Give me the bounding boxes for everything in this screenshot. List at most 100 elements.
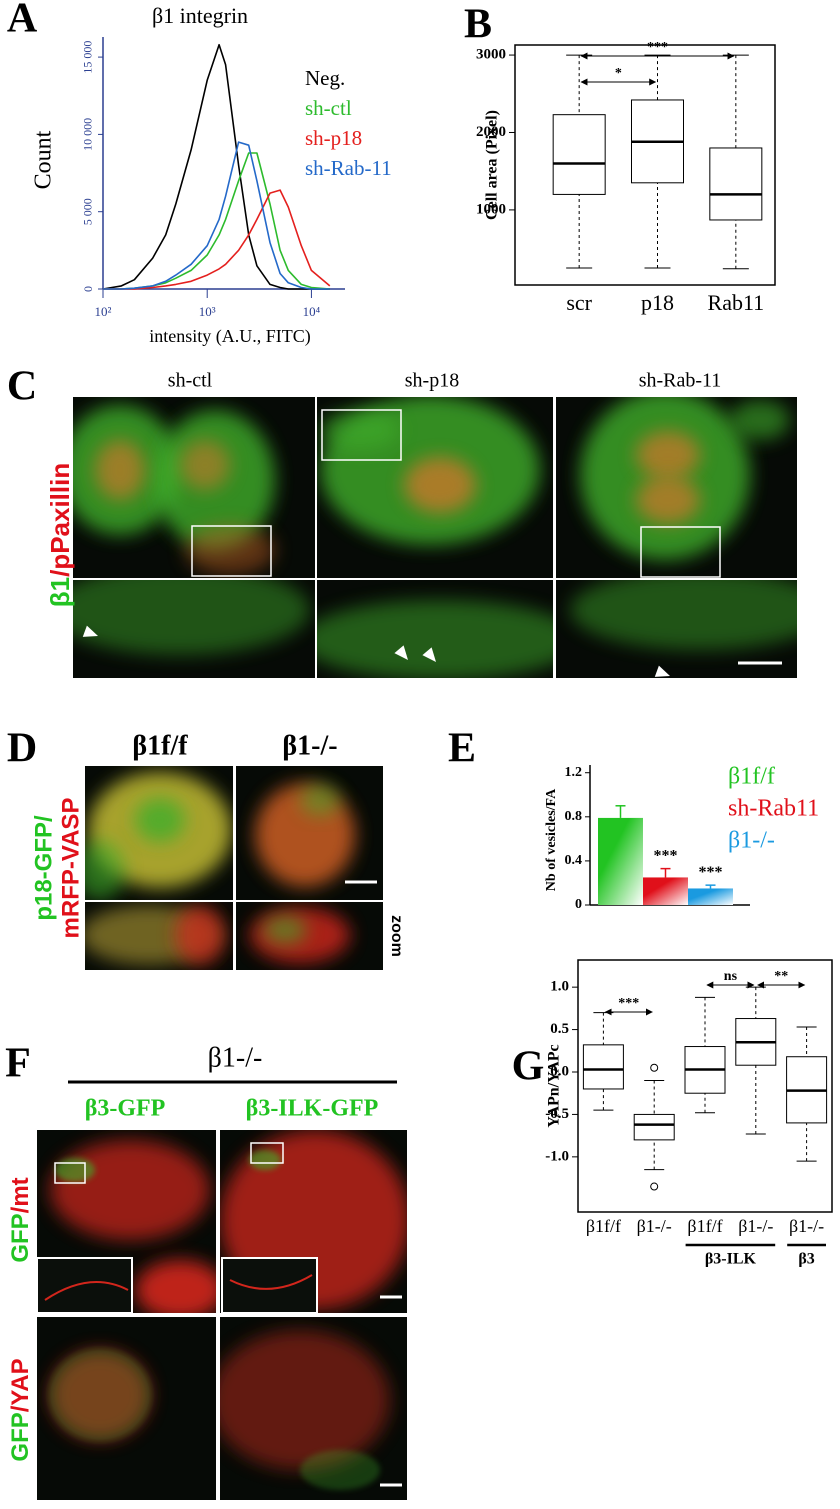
- y-tick-label: 0: [81, 286, 95, 292]
- row-label-part: β1: [45, 577, 75, 607]
- zoom-sh-ctl: [73, 580, 315, 678]
- inset-fiber: [229, 1274, 313, 1290]
- significance-label: ***: [699, 864, 723, 881]
- image-d-ko: [236, 766, 383, 900]
- zoom-sh-p18: [317, 580, 553, 678]
- legend-label: β1f/f: [728, 764, 775, 790]
- inset-box: [54, 1162, 86, 1184]
- cell-signal: [636, 431, 700, 479]
- y-tick-label: -1.0: [545, 1148, 569, 1164]
- y-tick-label: 0.4: [565, 853, 583, 868]
- x-tick-label: 10²: [95, 304, 112, 319]
- group-label: β3: [798, 1251, 814, 1268]
- x-tick-label: β1-/-: [637, 1216, 672, 1236]
- y-tick-label: 0.5: [550, 1021, 569, 1037]
- cell-signal: [180, 440, 230, 490]
- row-label: GFP/YAP: [7, 1358, 34, 1461]
- inset-box: [321, 409, 402, 461]
- x-tick-label: β1-/-: [738, 1216, 773, 1236]
- y-tick-label: 1000: [476, 201, 506, 217]
- inset-fiber: [44, 1281, 129, 1301]
- y-tick-label: 0.0: [550, 1063, 569, 1079]
- row-label-part: /pPaxillin: [45, 463, 75, 577]
- x-tick-label: Rab11: [708, 290, 765, 315]
- inset-box: [250, 1142, 284, 1164]
- inset-box: [640, 526, 721, 578]
- column-label: sh-Rab-11: [639, 370, 722, 392]
- cell-signal: [404, 457, 476, 513]
- cell-signal: [730, 400, 790, 440]
- significance-label: *: [615, 66, 622, 81]
- x-tick-label: 10³: [199, 304, 216, 319]
- bar: [598, 817, 643, 905]
- cell-signal: [570, 580, 797, 650]
- zoom-sh-rab11: [556, 580, 797, 678]
- row-label-part: /mt: [7, 1177, 34, 1213]
- side-label: mRFP-VASP: [57, 798, 84, 939]
- y-axis-label: Nb of vesicles/FA: [544, 788, 559, 891]
- box: [582, 1044, 624, 1090]
- side-label: p18-GFP/: [30, 815, 57, 921]
- y-tick-label: 15 000: [81, 41, 95, 74]
- image-sh-ctl: [73, 397, 315, 578]
- series-line: [103, 141, 330, 290]
- column-label: β3-GFP: [85, 1096, 166, 1122]
- x-tick-label: p18: [641, 290, 674, 315]
- panel-letter: F: [5, 1041, 31, 1087]
- image-sh-rab11: [556, 397, 797, 578]
- cell-signal: [85, 840, 125, 900]
- inset: [221, 1257, 318, 1314]
- x-tick-label: scr: [566, 290, 592, 315]
- y-tick-label: 0: [575, 897, 582, 912]
- y-axis-label: Count: [31, 130, 57, 189]
- bar: [688, 888, 733, 905]
- column-label: β3-ILK-GFP: [246, 1096, 379, 1122]
- cell-signal: [135, 798, 185, 842]
- outlier: [650, 1182, 659, 1191]
- row-label-part: /YAP: [7, 1358, 34, 1412]
- cell-signal: [135, 1260, 216, 1313]
- y-tick-label: 2000: [476, 124, 506, 140]
- significance-label: **: [774, 969, 788, 984]
- y-tick-label: 10 000: [81, 118, 95, 151]
- legend-label: Neg.: [305, 66, 345, 90]
- image-d-ff: [85, 766, 233, 900]
- x-tick-label: β1f/f: [586, 1216, 621, 1236]
- panel-letter: C: [7, 364, 37, 410]
- box: [709, 147, 763, 221]
- cell-signal: [263, 916, 307, 944]
- cell-signal: [249, 1150, 281, 1170]
- cell-signal: [175, 905, 225, 965]
- x-axis-label: intensity (A.U., FITC): [149, 326, 311, 347]
- y-axis-label: YAPn/YAPc: [546, 1044, 563, 1127]
- plot-frame: [514, 44, 776, 286]
- y-tick-label: 0.8: [565, 809, 583, 824]
- cell-signal: [48, 1348, 152, 1442]
- panel-letter: E: [448, 726, 476, 772]
- y-axis-label: Cell area (Pixel): [484, 110, 501, 220]
- cell-signal: [185, 525, 275, 575]
- zoom-d-ff: [85, 902, 233, 970]
- zoom-d-ko: [236, 902, 383, 970]
- legend-label: sh-Rab11: [728, 796, 819, 822]
- cell-signal: [95, 440, 145, 500]
- column-label: β1f/f: [132, 730, 188, 761]
- y-tick-label: 3000: [476, 47, 506, 63]
- cell-signal: [50, 1140, 210, 1240]
- row-label-part: GFP: [7, 1412, 34, 1461]
- legend-label: sh-p18: [305, 126, 362, 150]
- image-f-ilk-yap: [220, 1317, 407, 1500]
- y-tick-label: 1.0: [550, 979, 569, 995]
- arrowhead: [654, 665, 670, 677]
- zoom-label: zoom: [388, 915, 405, 957]
- y-tick-label: -0.5: [545, 1106, 569, 1122]
- panel-letter: A: [7, 0, 38, 42]
- series-line: [103, 152, 330, 290]
- cell-signal: [320, 410, 400, 450]
- legend-label: β1-/-: [728, 828, 775, 854]
- legend-label: sh-Rab-11: [305, 156, 392, 180]
- cell-signal: [300, 1450, 380, 1490]
- column-label: β1-/-: [282, 730, 337, 761]
- genotype-label: β1-/-: [208, 1042, 263, 1073]
